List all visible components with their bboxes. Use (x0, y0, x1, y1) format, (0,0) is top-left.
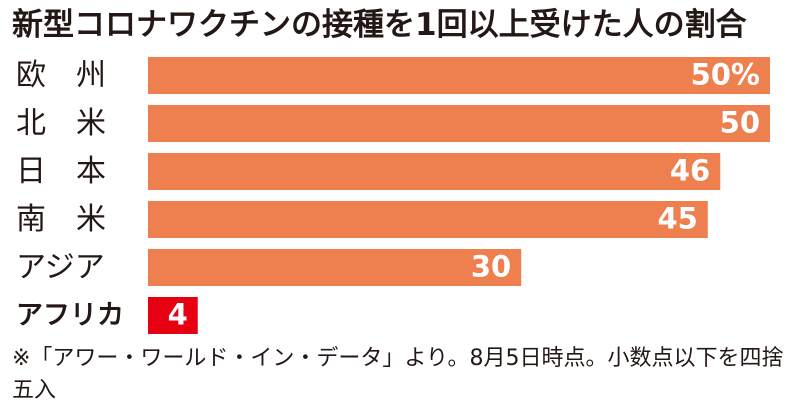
category-label: 南 米 (16, 202, 106, 237)
value-label: 46 (670, 154, 710, 188)
value-label: 30 (471, 250, 511, 284)
bar (148, 249, 522, 286)
bar (148, 201, 708, 238)
category-label: 北 米 (16, 106, 106, 141)
value-label: 50 (720, 106, 760, 140)
bar-chart: 欧 州 50% 北 米 50 日 本 46 南 米 45 アジア 30 アフリカ 4 (16, 57, 770, 334)
chart-title: 新型コロナワクチンの接種を1回以上受けた人の割合 (12, 7, 747, 43)
category-label: アフリカ (16, 300, 124, 331)
source-footnote: ※「アワー・ワールド・イン・データ」より。8月5日時点。小数点以下を四捨五入 (12, 346, 784, 403)
value-label: 45 (657, 202, 697, 236)
value-label: 50% (691, 58, 760, 92)
bar (148, 57, 770, 94)
bar (148, 105, 770, 142)
bar-highlight (148, 297, 198, 334)
category-label: 欧 州 (16, 58, 106, 93)
value-label: 4 (168, 298, 188, 332)
bar (148, 153, 721, 190)
category-label: 日 本 (16, 154, 106, 189)
category-label: アジア (16, 250, 105, 285)
